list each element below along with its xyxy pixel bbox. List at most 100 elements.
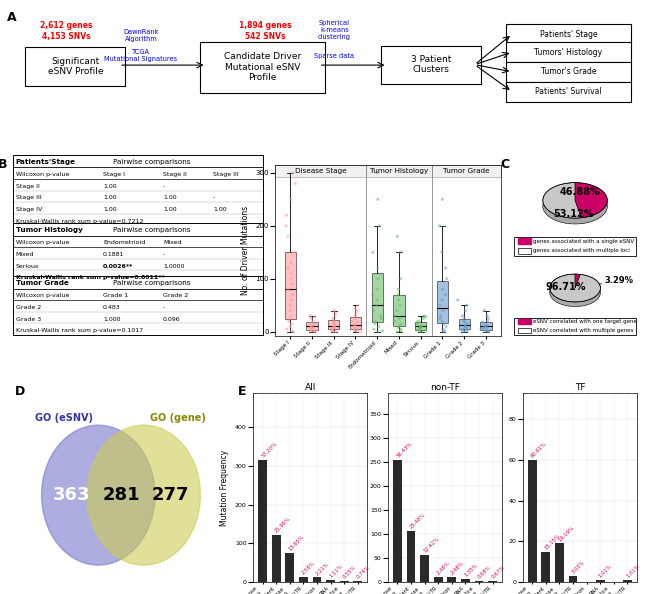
Point [477,317,488,327]
Point [460,306,471,315]
Text: 277: 277 [151,486,189,504]
Point [328,327,338,336]
Bar [518,248,530,254]
Text: 46.88%: 46.88% [560,187,601,197]
Point [330,311,341,321]
Text: 2.48%: 2.48% [436,560,451,576]
Point [441,274,452,283]
Text: 3.03%: 3.03% [571,560,586,575]
PathPatch shape [393,295,404,327]
Point [395,248,406,257]
Text: 12.42%: 12.42% [422,536,440,554]
FancyBboxPatch shape [506,42,630,62]
Point [370,319,380,328]
Point [480,323,491,332]
Text: Stage III: Stage III [16,195,41,200]
Text: 0.74%: 0.74% [356,564,370,579]
Polygon shape [581,201,607,223]
Point [329,306,339,315]
Point [392,327,402,337]
Bar [528,460,537,582]
Point [389,317,400,326]
Text: 57.20%: 57.20% [261,441,278,459]
Text: B: B [0,158,8,171]
Title: All: All [304,383,316,392]
Bar [340,581,348,582]
Point [352,317,363,327]
Text: D: D [15,386,25,399]
Bar [313,577,321,582]
Point [290,179,300,188]
PathPatch shape [285,252,296,318]
Point [283,317,294,326]
Point [476,324,486,334]
Point [326,326,337,336]
Text: Grade 3: Grade 3 [16,317,41,321]
Text: Disease Stage: Disease Stage [295,168,346,173]
Text: Tumor Grade: Tumor Grade [16,280,68,286]
Point [368,306,378,315]
Point [462,323,472,332]
PathPatch shape [458,318,470,329]
Point [372,285,382,294]
Point [285,311,296,321]
Text: Grade 2: Grade 2 [163,293,188,298]
Point [435,314,445,323]
Text: 2.48%: 2.48% [450,560,465,576]
Point [458,317,469,326]
Bar [407,531,415,582]
Text: C: C [500,158,510,171]
Point [328,323,338,332]
Point [437,317,447,326]
Point [484,327,494,337]
Point [286,295,296,305]
Point [330,327,341,337]
Text: eSNV correlated with one target gene: eSNV correlated with one target gene [533,319,637,324]
Point [480,319,490,328]
Text: Kruskal-Wallis rank sum p-value=0.0011**: Kruskal-Wallis rank sum p-value=0.0011** [16,275,164,280]
Text: Pairwise comparisons: Pairwise comparisons [113,159,190,165]
Point [482,317,493,326]
Text: 2,612 genes
4,153 SNVs: 2,612 genes 4,153 SNVs [40,21,92,40]
Point [482,321,492,330]
Point [372,195,383,204]
Point [329,322,339,331]
Bar [13,276,263,335]
Bar [569,576,577,582]
Point [416,322,426,331]
Point [415,323,425,332]
FancyBboxPatch shape [506,24,630,44]
Point [376,311,386,321]
Point [434,221,445,230]
Text: Stage IV: Stage IV [16,207,42,212]
PathPatch shape [480,322,491,330]
Text: Candidate Driver
Mutational eSNV
Profile: Candidate Driver Mutational eSNV Profile [224,52,301,82]
FancyBboxPatch shape [200,42,325,93]
Point [352,301,363,310]
Point [349,322,359,331]
Text: TCGA
Mutational Signatures: TCGA Mutational Signatures [105,49,177,62]
Point [347,317,358,326]
Point [441,263,451,273]
Point [393,290,403,299]
Text: DawnRank
Algorithm: DawnRank Algorithm [123,29,159,42]
Bar [447,577,456,582]
Point [389,311,400,321]
Point [286,268,296,278]
Polygon shape [543,201,581,224]
Title: non-TF: non-TF [430,383,460,392]
Point [372,301,382,310]
Point [306,326,317,335]
FancyBboxPatch shape [275,165,367,176]
Point [393,295,404,305]
Text: Spherical
k-means
clustering: Spherical k-means clustering [318,20,351,40]
Text: Wilcoxon p-value: Wilcoxon p-value [16,293,69,298]
Point [461,301,471,310]
Point [394,322,404,331]
Polygon shape [575,274,580,288]
Point [437,285,448,294]
Text: -: - [163,184,165,189]
Text: -: - [213,195,215,200]
Point [308,324,318,334]
Point [414,317,424,327]
